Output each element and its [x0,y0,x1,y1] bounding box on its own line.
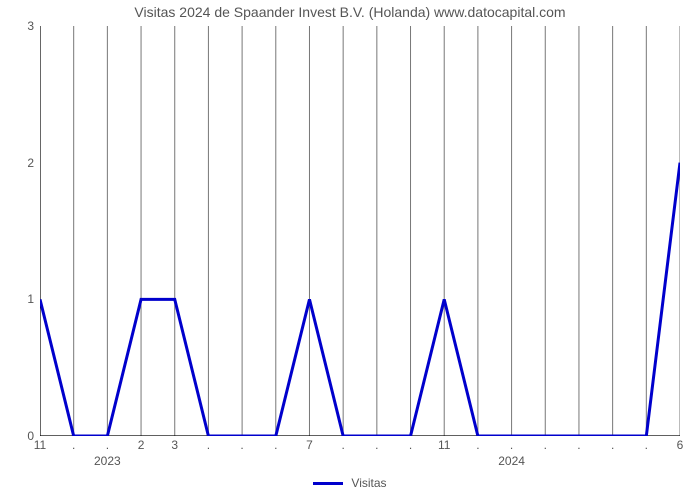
x-tick-label: . [72,438,75,452]
x-group-label: 2023 [94,454,121,468]
x-tick-label: 11 [34,438,46,452]
chart-title: Visitas 2024 de Spaander Invest B.V. (Ho… [0,4,700,20]
y-tick-label: 0 [4,429,34,443]
x-tick-label: . [341,438,344,452]
x-tick-label: 7 [306,438,313,452]
x-tick-label: 11 [438,438,450,452]
legend-swatch [313,482,343,485]
x-tick-label: 2 [138,438,145,452]
x-tick-label: . [375,438,378,452]
x-tick-label: . [645,438,648,452]
x-tick-label: 3 [171,438,178,452]
y-tick-label: 2 [4,156,34,170]
x-tick-label: . [510,438,513,452]
x-tick-label: . [240,438,243,452]
legend: Visitas [0,476,700,490]
y-tick-label: 3 [4,19,34,33]
x-tick-label: . [274,438,277,452]
x-tick-label: . [409,438,412,452]
x-tick-label: . [207,438,210,452]
x-tick-label: . [106,438,109,452]
x-tick-label: . [577,438,580,452]
x-tick-label: 6 [677,438,684,452]
plot-area [40,26,680,436]
x-tick-label: . [544,438,547,452]
series-line [40,163,680,436]
x-group-label: 2024 [498,454,525,468]
x-tick-label: . [611,438,614,452]
x-tick-label: . [476,438,479,452]
legend-label: Visitas [351,476,386,490]
visits-chart: Visitas 2024 de Spaander Invest B.V. (Ho… [0,0,700,500]
y-tick-label: 1 [4,292,34,306]
